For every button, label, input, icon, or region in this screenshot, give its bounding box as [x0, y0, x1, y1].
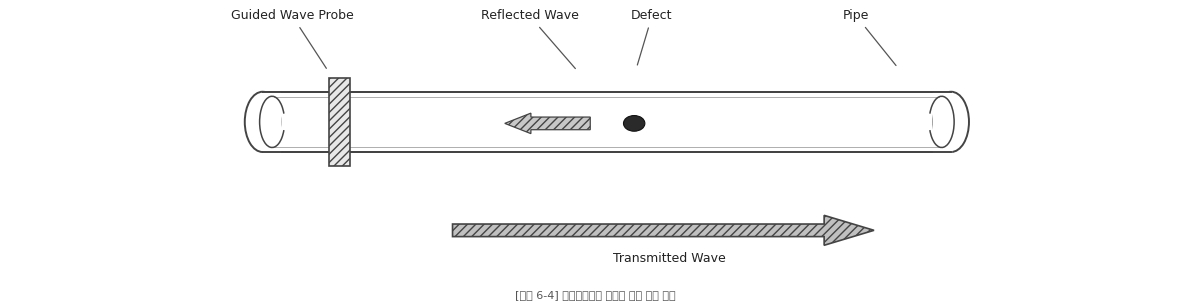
FancyArrow shape: [505, 113, 590, 134]
Ellipse shape: [624, 116, 645, 131]
Text: Pipe: Pipe: [843, 9, 896, 65]
Text: Guided Wave Probe: Guided Wave Probe: [231, 9, 353, 68]
Text: Reflected Wave: Reflected Wave: [481, 9, 578, 69]
Text: Defect: Defect: [631, 9, 672, 65]
Text: Transmitted Wave: Transmitted Wave: [613, 252, 726, 265]
Text: [그림 6-4] 유도초음파를 활용한 배관 진단 개념: [그림 6-4] 유도초음파를 활용한 배관 진단 개념: [515, 290, 675, 300]
FancyArrow shape: [452, 215, 873, 245]
Bar: [330, 78, 350, 166]
